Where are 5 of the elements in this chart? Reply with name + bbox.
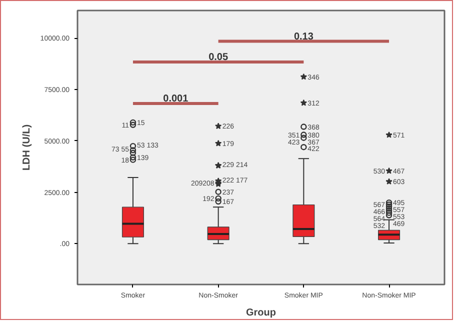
series-label: 0.05 (208, 52, 228, 64)
series-label: 0.001 (163, 94, 189, 105)
y-axis-title: LDH (U/L) (21, 124, 32, 171)
x-axis-title: Group (246, 308, 276, 318)
series-label: 0.13 (294, 31, 314, 42)
